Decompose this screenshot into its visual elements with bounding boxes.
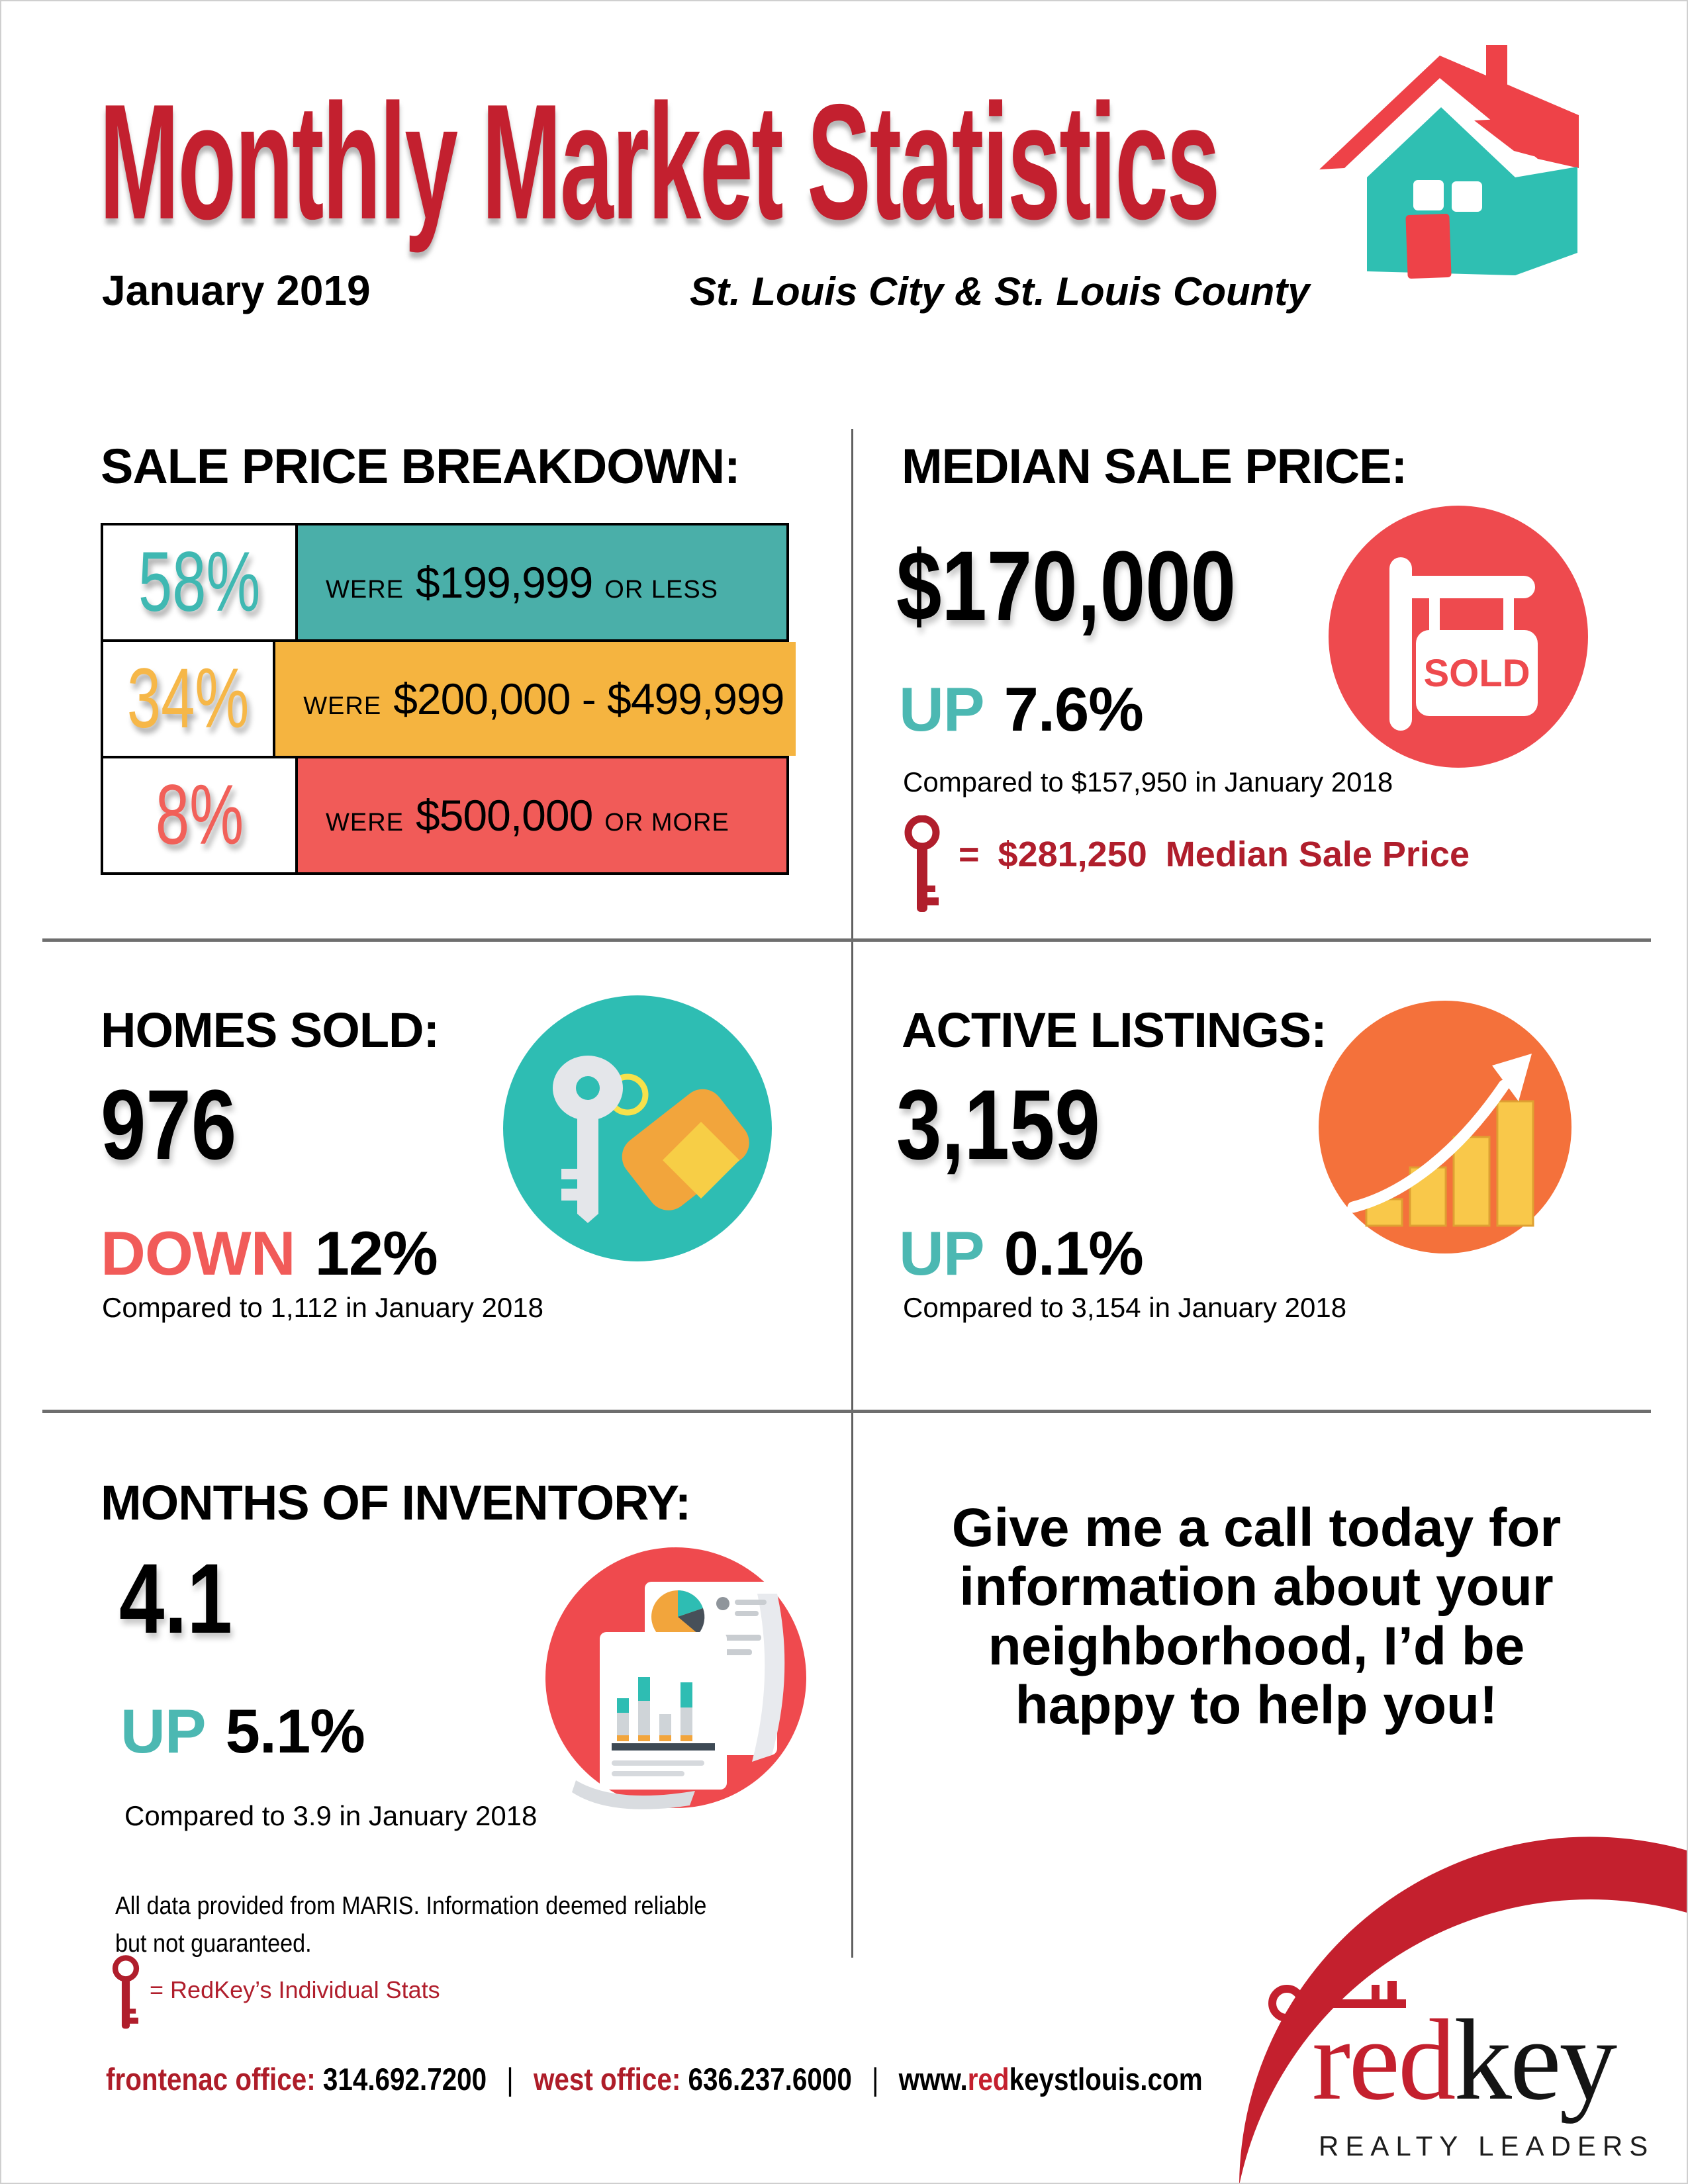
percent-value: 58% [138,535,261,629]
homes-sold-change: DOWN 12% [101,1218,438,1289]
median-comparison: Compared to $157,950 in January 2018 [903,766,1393,797]
range-value: $200,000 - $499,999 [393,674,784,723]
percent-cell: 34% [103,642,276,756]
logo-tagline: REALTY LEADERS [1319,2130,1655,2161]
logo-word-red: red [1312,1995,1456,2124]
range-cell: WERE $500,000 OR MORE [298,758,786,872]
median-sale-price-heading: MEDIAN SALE PRICE: [902,439,1407,494]
report-month: January 2019 [102,267,371,314]
range-suffix: OR LESS [604,576,719,604]
months-inventory-heading: MONTHS OF INVENTORY: [101,1475,691,1530]
redkey-key-icon [1268,1981,1406,2022]
change-value: 7.6% [1004,674,1144,744]
vertical-divider [851,429,853,1958]
active-listings-change: UP 0.1% [899,1218,1144,1289]
range-prefix: WERE [303,692,382,720]
homes-sold-heading: HOMES SOLD: [101,1003,440,1058]
redkey-logo: redkey REALTY LEADERS [1213,1825,1687,2183]
active-listings-comparison: Compared to 3,154 in January 2018 [903,1292,1347,1323]
horizontal-divider-2 [42,1410,1651,1413]
data-disclaimer: All data provided from MARIS. Informatio… [115,1888,773,1963]
months-inventory-comparison: Compared to 3.9 in January 2018 [124,1800,538,1831]
change-value: 12% [314,1218,438,1288]
active-listings-heading: ACTIVE LISTINGS: [902,1003,1327,1058]
key-icon [904,815,940,912]
separator: | [871,2062,879,2097]
sale-price-breakdown-table: 58% WERE $199,999 OR LESS 34% WERE $200,… [101,523,796,875]
redkey-median-label: Median Sale Price [1165,835,1470,874]
homes-sold-comparison: Compared to 1,112 in January 2018 [102,1292,543,1323]
growth-chart-icon [1319,1001,1571,1253]
months-inventory-value: 4.1 [119,1543,232,1654]
direction-label: UP [899,1218,985,1288]
report-icon [545,1547,806,1809]
percent-cell: 8% [103,758,298,872]
office2-phone: 636.237.6000 [688,2062,852,2097]
office1-label: frontenac office: [106,2062,316,2097]
homes-sold-value: 976 [101,1069,237,1180]
cta-line: neighborhood, I’d be [988,1615,1525,1676]
logo-swoosh [1239,1837,1687,2183]
direction-label: DOWN [101,1218,296,1288]
cta-line: information about your [959,1557,1554,1617]
median-change: UP 7.6% [899,674,1144,745]
range-cell: WERE $199,999 OR LESS [298,525,786,639]
key-icon [112,1955,140,2029]
disclaimer-line1: All data provided from MARIS. Informatio… [115,1892,707,1920]
direction-label: UP [120,1696,207,1766]
redkey-median-value: $281,250 [998,835,1147,874]
redkey-stats-legend: = RedKey’s Individual Stats [150,1976,440,2004]
house-icon [1319,45,1579,279]
sale-price-breakdown-heading: SALE PRICE BREAKDOWN: [101,439,741,494]
sold-sign-text: SOLD [1423,652,1530,695]
equals-sign: = [150,1976,164,2003]
office1-phone: 314.692.7200 [322,2062,487,2097]
range-prefix: WERE [326,576,404,604]
range-value: $199,999 [416,558,593,607]
disclaimer-line2: but not guaranteed. [115,1930,312,1958]
sold-sign-icon: SOLD [1329,506,1588,768]
percent-cell: 58% [103,525,298,639]
months-inventory-change: UP 5.1% [120,1696,365,1767]
range-cell: WERE $200,000 - $499,999 [275,642,796,756]
table-row: 8% WERE $500,000 OR MORE [103,758,786,872]
logo-wordmark: redkey [1312,2002,1617,2118]
report-region: St. Louis City & St. Louis County [690,269,1310,314]
percent-value: 8% [155,768,244,862]
equals-sign: = [959,835,980,874]
redkey-median-stat: = $281,250 Median Sale Price [959,834,1488,875]
website-link[interactable]: www.redkeystlouis.com [898,2062,1203,2097]
active-listings-value: 3,159 [896,1069,1100,1180]
range-prefix: WERE [326,809,404,837]
table-row: 58% WERE $199,999 OR LESS [103,525,786,642]
table-row: 34% WERE $200,000 - $499,999 [103,642,796,758]
direction-label: UP [899,674,985,744]
change-value: 5.1% [225,1696,365,1766]
legend-label: RedKey’s Individual Stats [170,1976,440,2003]
call-to-action: Give me a call today for information abo… [872,1498,1640,1735]
percent-value: 34% [126,651,250,746]
change-value: 0.1% [1004,1218,1144,1288]
page-title-text: Monthly Market Statistics [99,69,1220,253]
separator: | [506,2062,514,2097]
logo-word-black: key [1454,1995,1617,2124]
cta-line: happy to help you! [1015,1675,1498,1736]
office2-label: west office: [533,2062,681,2097]
horizontal-divider-1 [42,938,1651,942]
range-suffix: OR MORE [604,809,729,837]
key-tag-icon [503,995,772,1261]
cta-line: Give me a call today for [951,1498,1562,1558]
contact-footer: frontenac office: 314.692.7200 | west of… [106,2061,1381,2097]
page-title: Monthly Market Statistics [99,69,1687,253]
range-value: $500,000 [416,791,593,840]
median-sale-price-value: $170,000 [896,530,1237,641]
